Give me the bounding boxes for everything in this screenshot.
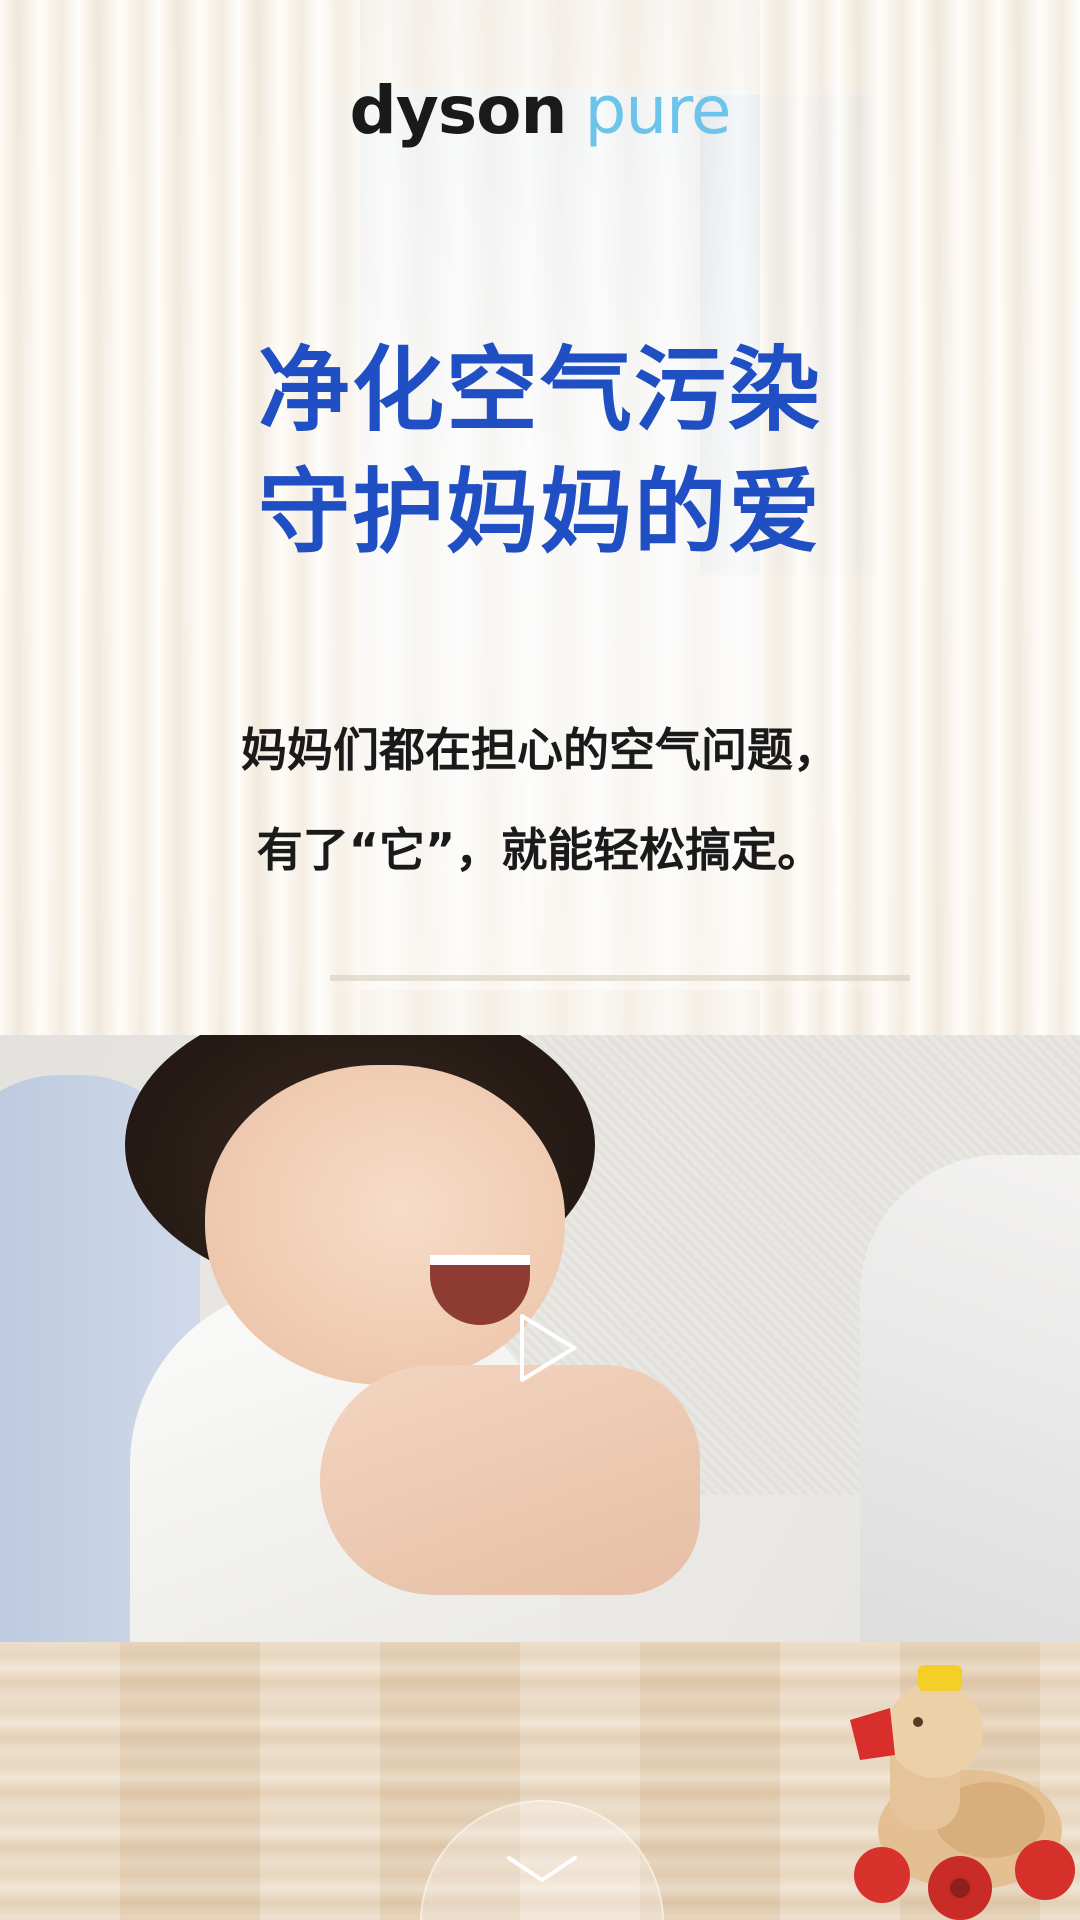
sheer-curtain: [320, 0, 780, 1035]
window-sill: [330, 975, 910, 981]
play-icon: [520, 1314, 576, 1382]
hero-section: dyson pure 净化空气污染 守护妈妈的爱 妈妈们都在担心的空气问题， 有了…: [0, 0, 1080, 1035]
play-button[interactable]: [518, 1313, 578, 1383]
brand-logo: dyson pure: [0, 78, 1080, 144]
video-player[interactable]: [0, 1035, 1080, 1642]
chevron-down-icon: [507, 1856, 577, 1882]
curtain-left: [0, 0, 360, 1035]
subheadline-line-2: 有了“它”，就能轻松搞定。: [256, 823, 824, 877]
curtain-right: [760, 0, 1080, 1035]
adult-hand: [320, 1365, 700, 1595]
brand-name: dyson: [349, 72, 568, 149]
subheadline: 妈妈们都在担心的空气问题， 有了“它”，就能轻松搞定。: [0, 700, 1080, 900]
headline-line-2: 守护妈妈的爱: [257, 459, 822, 566]
brand-product-line: pure: [584, 72, 731, 149]
headline-line-1: 净化空气污染: [257, 337, 822, 444]
toy-duck-image: [850, 1665, 1075, 1920]
child-face: [205, 1065, 565, 1385]
adult-arm: [860, 1155, 1080, 1642]
headline: 净化空气污染 守护妈妈的爱: [0, 330, 1080, 574]
subheadline-line-1: 妈妈们都在担心的空气问题，: [241, 723, 839, 777]
